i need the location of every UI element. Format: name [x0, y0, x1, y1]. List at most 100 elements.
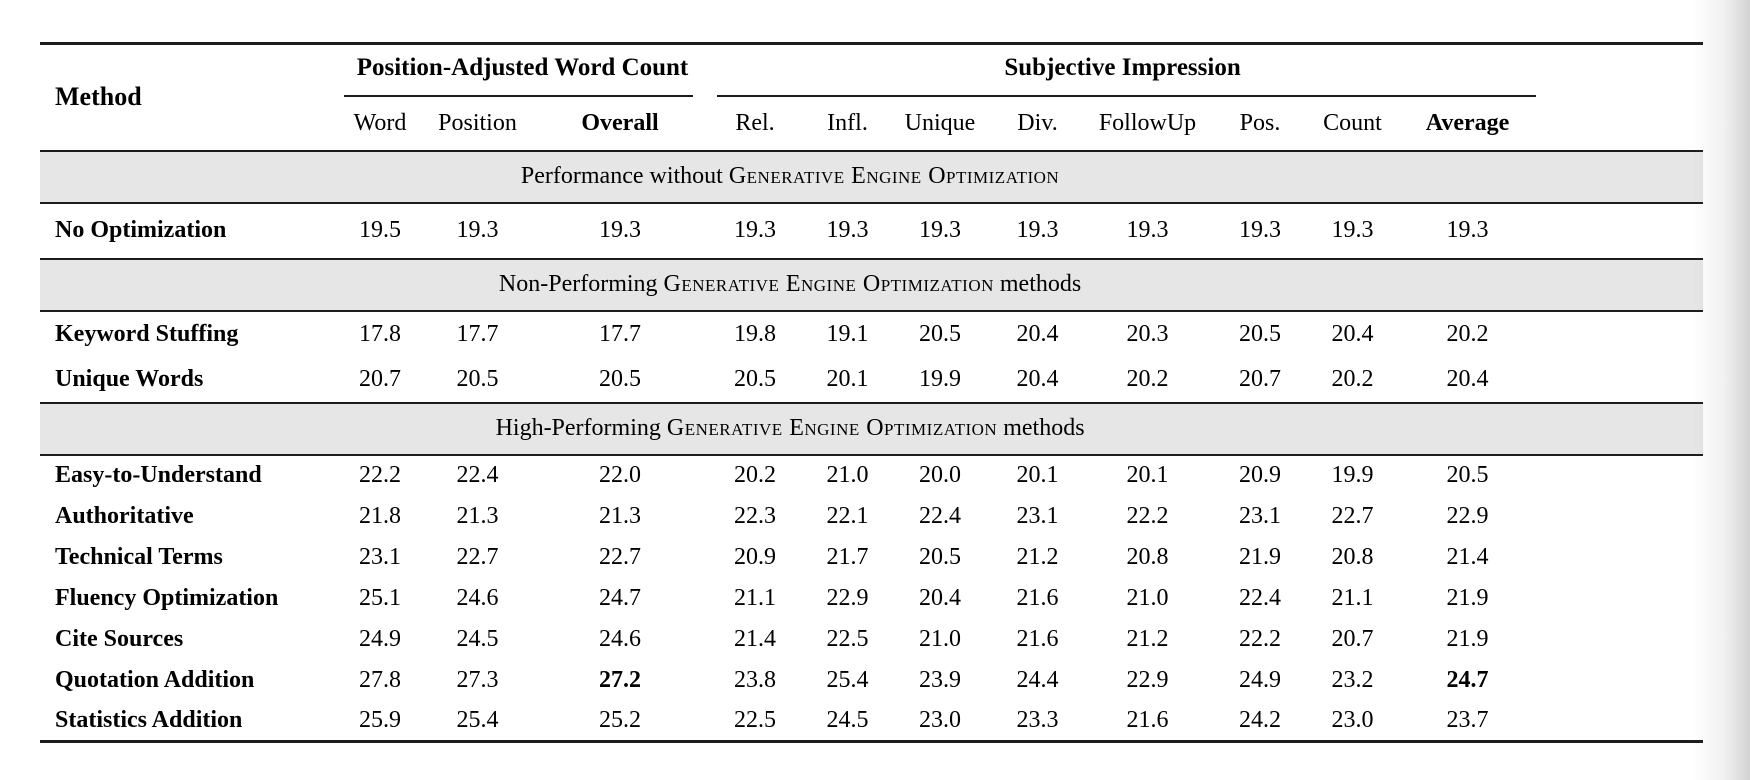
cell-value: 19.3: [1331, 217, 1374, 243]
cell-value: 21.1: [734, 584, 776, 611]
spacer-cell: [1540, 701, 1703, 742]
cell-value: 20.8: [1331, 543, 1374, 570]
cell-value: 21.6: [1126, 706, 1169, 733]
cell-value: 24.5: [826, 706, 869, 733]
cell-value: 22.4: [456, 462, 499, 488]
cell-value: 21.4: [734, 625, 776, 652]
cell-value: 19.3: [456, 217, 499, 243]
cell-value: 22.7: [456, 543, 499, 570]
cell-value: 20.4: [1446, 365, 1489, 392]
cell-value: 20.3: [1126, 320, 1169, 347]
cell-value: 17.7: [456, 320, 499, 347]
cell-value: 23.2: [1331, 666, 1374, 693]
subcolumn-header-row: Word Position Overall Rel. Infl. Unique …: [40, 97, 1704, 151]
cell-value: 23.9: [919, 666, 961, 693]
cell-value: 20.0: [919, 462, 961, 488]
cell-value: 24.6: [599, 625, 641, 652]
cell-value: 27.2: [599, 666, 641, 693]
cell-value: 23.0: [1331, 706, 1374, 733]
cell-value: 22.2: [1239, 625, 1281, 652]
column-header-position: Position: [438, 109, 517, 136]
row-label: Fluency Optimization: [55, 584, 279, 611]
cell-value: 24.9: [1239, 666, 1281, 693]
section-title: Non-Performing Generative Engine Optimiz…: [40, 258, 1541, 311]
spacer-cell: [1540, 357, 1703, 403]
row-label: No Optimization: [55, 217, 227, 243]
table-body: Performance without Generative Engine Op…: [40, 150, 1704, 742]
cell-value: 25.4: [456, 706, 499, 733]
table-row: Fluency Optimization 25.1 24.6 24.7 21.1 22.9…: [40, 578, 1703, 619]
cell-value: 21.9: [1446, 625, 1489, 652]
column-header-word: Word: [353, 109, 407, 136]
cell-value: 22.9: [1446, 502, 1489, 529]
spacer-cell: [1540, 660, 1703, 701]
column-header-count: Count: [1323, 109, 1382, 136]
section-title-prefix: High-Performing: [495, 415, 667, 441]
cell-value: 22.0: [599, 462, 641, 488]
spacer-cell: [1540, 258, 1704, 311]
column-header-unique: Unique: [904, 109, 976, 136]
cell-value: 19.9: [919, 365, 961, 392]
row-label: Easy-to-Understand: [55, 462, 262, 488]
cell-value: 20.1: [826, 365, 869, 392]
cell-value: 20.7: [1331, 625, 1374, 652]
cell-value: 20.1: [1126, 462, 1169, 488]
section-header-row: Non-Performing Generative Engine Optimiz…: [40, 258, 1704, 311]
cell-value: 20.5: [1239, 320, 1281, 347]
section-title: Performance without Generative Engine Op…: [40, 150, 1541, 203]
cell-value: 21.2: [1016, 543, 1059, 570]
cell-value: 21.9: [1239, 543, 1281, 570]
section-header-row: Performance without Generative Engine Op…: [40, 150, 1704, 203]
cell-value: 23.3: [1016, 706, 1059, 733]
cell-value: 19.3: [734, 217, 776, 243]
table-row: Unique Words 20.7 20.5 20.5 20.5 20.1 19.9 20.4…: [40, 357, 1703, 403]
cell-value: 21.2: [1126, 625, 1169, 652]
row-label: Statistics Addition: [55, 706, 243, 733]
method-column-header: Method: [55, 82, 142, 112]
group-header-subjective-impression: Subjective Impression: [705, 44, 1540, 97]
cell-value: 24.6: [456, 584, 499, 611]
cell-value: 20.7: [1239, 365, 1281, 392]
section-title: High-Performing Generative Engine Optimi…: [40, 402, 1541, 455]
column-header-div: Div.: [1017, 109, 1058, 136]
cell-value: 22.5: [826, 625, 869, 652]
geo-results-table: Method Position-Adjusted Word Count Subj…: [40, 42, 1704, 743]
cell-value: 17.7: [599, 320, 641, 347]
section-title-prefix: Non-Performing: [498, 271, 664, 297]
spacer-cell: [1540, 203, 1703, 259]
cell-value: 24.4: [1016, 666, 1059, 693]
column-header-followup: FollowUp: [1098, 109, 1197, 136]
cell-value: 21.3: [456, 502, 499, 529]
cell-value: 23.1: [359, 543, 401, 570]
table-row: Technical Terms 23.1 22.7 22.7 20.9 21.7 20.5 2…: [40, 537, 1703, 578]
cell-value: 21.8: [359, 502, 401, 529]
cell-value: 22.7: [599, 543, 641, 570]
cell-value: 22.3: [734, 502, 776, 529]
cell-value: 19.5: [359, 217, 401, 243]
cell-value: 22.2: [1126, 502, 1169, 529]
spacer-cell: [1540, 619, 1703, 660]
cell-value: 25.9: [359, 706, 401, 733]
cell-value: 20.8: [1126, 543, 1169, 570]
cell-value: 21.6: [1016, 625, 1059, 652]
cell-value: 20.4: [1016, 320, 1059, 347]
cell-value: 19.3: [1446, 217, 1489, 243]
group-header-position-adjusted-word-count: Position-Adjusted Word Count: [340, 44, 705, 97]
table-row: Cite Sources 24.9 24.5 24.6 21.4 22.5 21.0 21.6…: [40, 619, 1703, 660]
cell-value: 19.3: [1126, 217, 1169, 243]
cell-value: 19.3: [1016, 217, 1059, 243]
cell-value: 22.4: [919, 502, 961, 529]
table-row: No Optimization 19.5 19.3 19.3 19.3 19.3 19.3 1…: [40, 203, 1703, 259]
column-header-infl: Infl.: [827, 109, 868, 136]
cell-value: 20.5: [734, 365, 776, 392]
group-header-row: Method Position-Adjusted Word Count Subj…: [40, 44, 1703, 111]
spacer-cell: [1540, 150, 1704, 203]
cell-value: 25.4: [826, 666, 869, 693]
table-row: Authoritative 21.8 21.3 21.3 22.3 22.1 22.4 23.…: [40, 496, 1703, 537]
spacer-cell: [1540, 537, 1703, 578]
row-label: Cite Sources: [55, 625, 184, 652]
section-title-suffix: methods: [997, 415, 1085, 441]
cell-value: 22.2: [359, 462, 401, 488]
cell-value: 27.8: [359, 666, 401, 693]
